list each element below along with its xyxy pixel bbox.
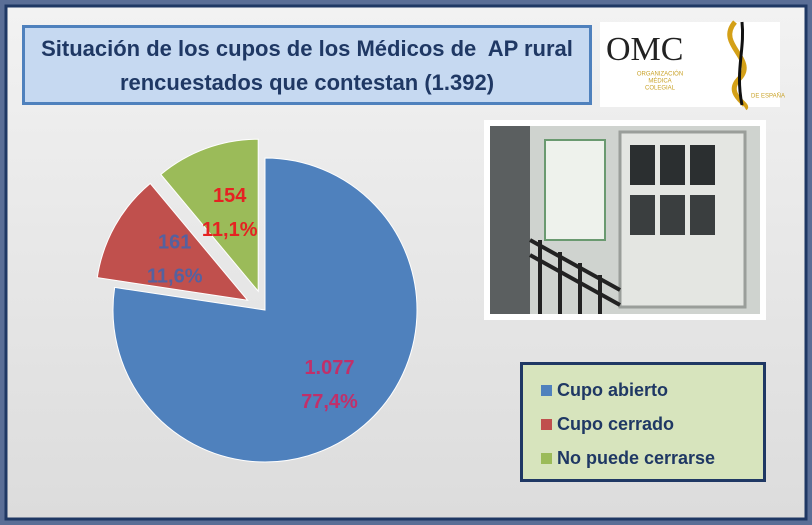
value-label: 154 (213, 185, 247, 207)
logo-text: DE ESPAÑA (751, 93, 785, 100)
photo-sign (545, 140, 605, 240)
photo (484, 120, 766, 320)
photo-glass (660, 195, 685, 235)
photo-glass (690, 195, 715, 235)
value-label: 161 (158, 231, 191, 253)
chart-title: Situación de los cupos de los Médicos de… (22, 25, 592, 105)
legend-swatch (541, 453, 552, 464)
legend-item: Cupo cerrado (541, 407, 763, 441)
logo-text: COLEGIAL (645, 86, 676, 92)
logo-text: MÉDICA (648, 78, 671, 85)
legend-swatch (541, 419, 552, 430)
legend-label: Cupo cerrado (557, 414, 674, 435)
legend-item: Cupo abierto (541, 373, 763, 407)
legend-swatch (541, 385, 552, 396)
photo-glass (630, 195, 655, 235)
legend-label: No puede cerrarse (557, 448, 715, 469)
percent-label: 11,1% (202, 219, 258, 241)
legend-item: No puede cerrarse (541, 441, 763, 475)
legend: Cupo abierto Cupo cerrado No puede cerrars… (520, 362, 766, 482)
percent-label: 11,6% (147, 265, 203, 287)
logo-text: ORGANIZACIÓN (637, 71, 683, 78)
photo-shadow (490, 126, 530, 314)
photo-glass (630, 145, 655, 185)
percent-label: 77,4% (301, 391, 358, 413)
photo-glass (660, 145, 685, 185)
slide: OMC ORGANIZACIÓN MÉDICA COLEGIAL DE ESPA… (0, 0, 812, 525)
value-label: 1.077 (304, 357, 354, 379)
logo: OMC ORGANIZACIÓN MÉDICA COLEGIAL DE ESPA… (600, 22, 785, 108)
photo-glass (690, 145, 715, 185)
legend-label: Cupo abierto (557, 380, 668, 401)
logo-name: OMC (606, 31, 683, 68)
